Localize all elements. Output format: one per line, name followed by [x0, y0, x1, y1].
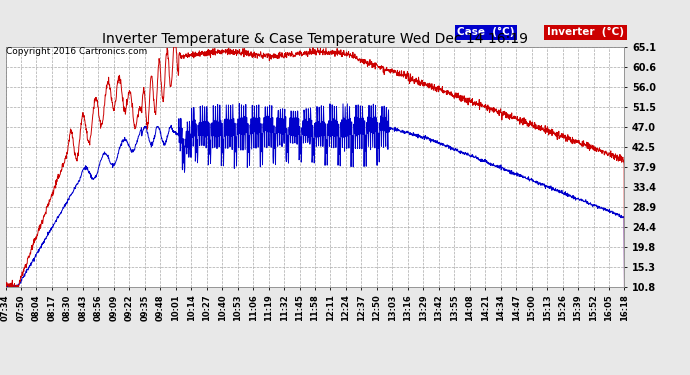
Title: Inverter Temperature & Case Temperature Wed Dec 14 16:19: Inverter Temperature & Case Temperature … [102, 32, 528, 46]
Text: Copyright 2016 Cartronics.com: Copyright 2016 Cartronics.com [6, 47, 147, 56]
Text: Inverter  (°C): Inverter (°C) [547, 27, 624, 37]
Text: Case  (°C): Case (°C) [457, 27, 515, 37]
